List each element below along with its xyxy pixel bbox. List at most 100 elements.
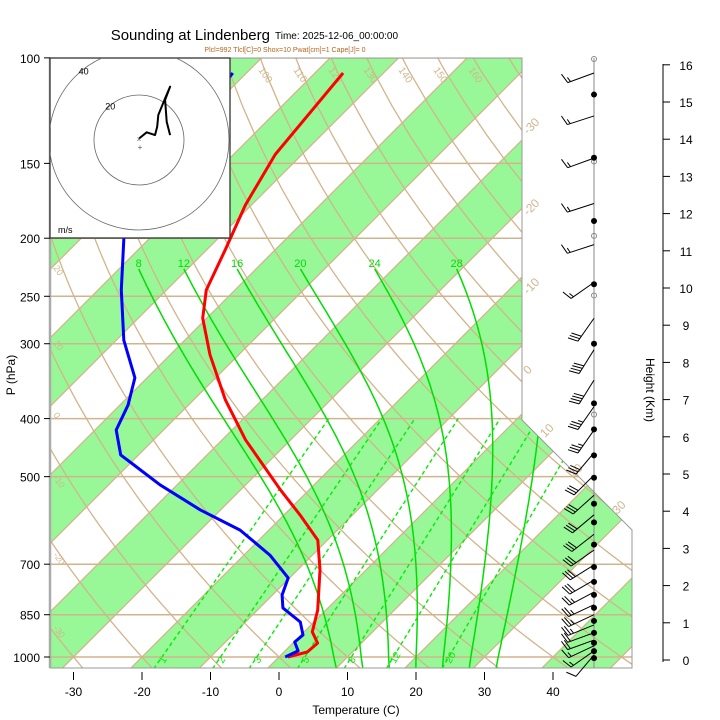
height-marker-filled (591, 564, 597, 570)
wind-barb-staff (571, 533, 595, 552)
wind-barb-feather (570, 464, 581, 470)
wind-barb-feather (564, 617, 572, 626)
x-tick-label: 10 (341, 685, 355, 699)
mixing-ratio-label: 1 (157, 655, 170, 666)
moist-adiabat-label: 12 (178, 258, 190, 270)
isotherm-line (50, 58, 373, 668)
wind-barb (561, 639, 595, 651)
wind-barb (567, 317, 595, 342)
dry-adiabat-line (559, 58, 632, 668)
height-marker-filled (591, 578, 597, 585)
wind-barb-feather (566, 469, 577, 475)
height-marker-filled (591, 426, 597, 433)
p-tick-label: 150 (20, 157, 40, 171)
p-tick-label: 400 (20, 413, 40, 427)
wind-barb-feather (571, 444, 582, 449)
wind-barb-feather (571, 332, 582, 337)
mixing-ratio-line (207, 418, 383, 668)
height-tick-label: 15 (679, 96, 693, 110)
wind-barb-feather (561, 586, 571, 595)
isotherm-line (50, 58, 442, 668)
wind-barb (567, 429, 595, 454)
hodograph: 20 40 m/s ×+ (49, 57, 231, 239)
wind-barb-feather (570, 367, 581, 372)
p-tick-label: 500 (20, 471, 40, 485)
dry-adiabat-line (50, 58, 302, 668)
dry-adiabat-line (77, 58, 511, 668)
p-tick-label: 300 (20, 338, 40, 352)
height-tick-label: 3 (683, 542, 690, 556)
hodograph-ring (50, 58, 230, 231)
wind-barb (563, 514, 595, 534)
wind-barb-feather (565, 524, 576, 532)
moist-adiabat-label: 32 (530, 258, 542, 270)
wind-barb-feather (561, 597, 570, 606)
temperature-profile (201, 72, 345, 659)
wind-barb-half-feather (567, 652, 572, 657)
height-marker-open (591, 292, 597, 299)
wind-barb-staff (567, 632, 595, 643)
isotherm-label-right: 10 (537, 421, 557, 441)
dewpoint-profile (114, 72, 305, 659)
height-tick-label: 1 (683, 617, 690, 631)
wind-barb-feather (561, 626, 569, 636)
dry-adiabat-line (50, 58, 161, 668)
height-tick-label: 16 (679, 59, 693, 73)
isotherm-label-right: -20 (520, 196, 542, 218)
moist-adiabat-label: 28 (451, 258, 463, 270)
height-tick-label: 14 (679, 133, 693, 147)
wind-barb-feather (562, 660, 572, 668)
height-marker-filled (591, 218, 597, 225)
wind-barb-staff (577, 406, 595, 430)
wind-barb-feather (570, 398, 581, 402)
wind-barb-half-feather (569, 628, 574, 634)
wind-barb (567, 406, 595, 431)
wind-barb (568, 349, 595, 374)
wind-barb (561, 157, 595, 169)
height-marker-filled (591, 281, 597, 288)
height-marker-filled (591, 340, 597, 347)
wind-barb-feather (561, 73, 569, 83)
wind-barb (561, 579, 595, 595)
wind-barb-staff (570, 650, 595, 668)
dry-adiabat-line (664, 31, 720, 678)
wind-barb-feather (565, 543, 575, 551)
height-marker-filled (591, 500, 597, 507)
x-tick-label: 20 (409, 685, 423, 699)
mixing-ratio-label: 2 (216, 655, 229, 666)
hodograph-ring-label: 20 (105, 101, 115, 111)
height-tick-label: 10 (679, 282, 693, 296)
mixing-ratio-label: 8 (346, 655, 359, 666)
wind-barb (561, 244, 595, 254)
wind-barb (561, 115, 595, 126)
wind-barb-feather (566, 487, 577, 494)
x-tick-label: -20 (133, 685, 151, 699)
dry-adiabat-line (628, 58, 632, 668)
isotherm-label-right: -10 (520, 275, 542, 297)
mixing-ratio-line (149, 418, 330, 668)
isotherm-label-left: 20 (51, 263, 65, 277)
height-tick-label: 5 (683, 468, 690, 482)
isotherm-band (50, 58, 578, 668)
wind-barb-feather (563, 545, 573, 552)
height-marker-open (591, 232, 597, 239)
wind-barb-feather (572, 395, 583, 400)
dry-adiabat-line (50, 58, 372, 668)
wind-barb-feather (564, 585, 573, 593)
wind-barb-staff (567, 639, 595, 651)
wind-barb-feather (566, 671, 577, 677)
isotherm-line (670, 16, 720, 677)
wind-barb-feather (561, 649, 569, 659)
moist-adiabat-line (299, 268, 419, 668)
wind-barb-staff (568, 604, 595, 618)
wind-barb-feather (564, 570, 574, 579)
mixing-ratio-line (339, 418, 501, 668)
wind-barb-staff (569, 591, 595, 606)
wind-barb-staff (567, 203, 595, 213)
wind-barb-staff (568, 645, 595, 659)
moist-adiabat-line (374, 268, 453, 668)
isotherm-line (601, 58, 632, 668)
wind-barb-feather (565, 557, 574, 565)
wind-barb-staff (570, 281, 595, 299)
